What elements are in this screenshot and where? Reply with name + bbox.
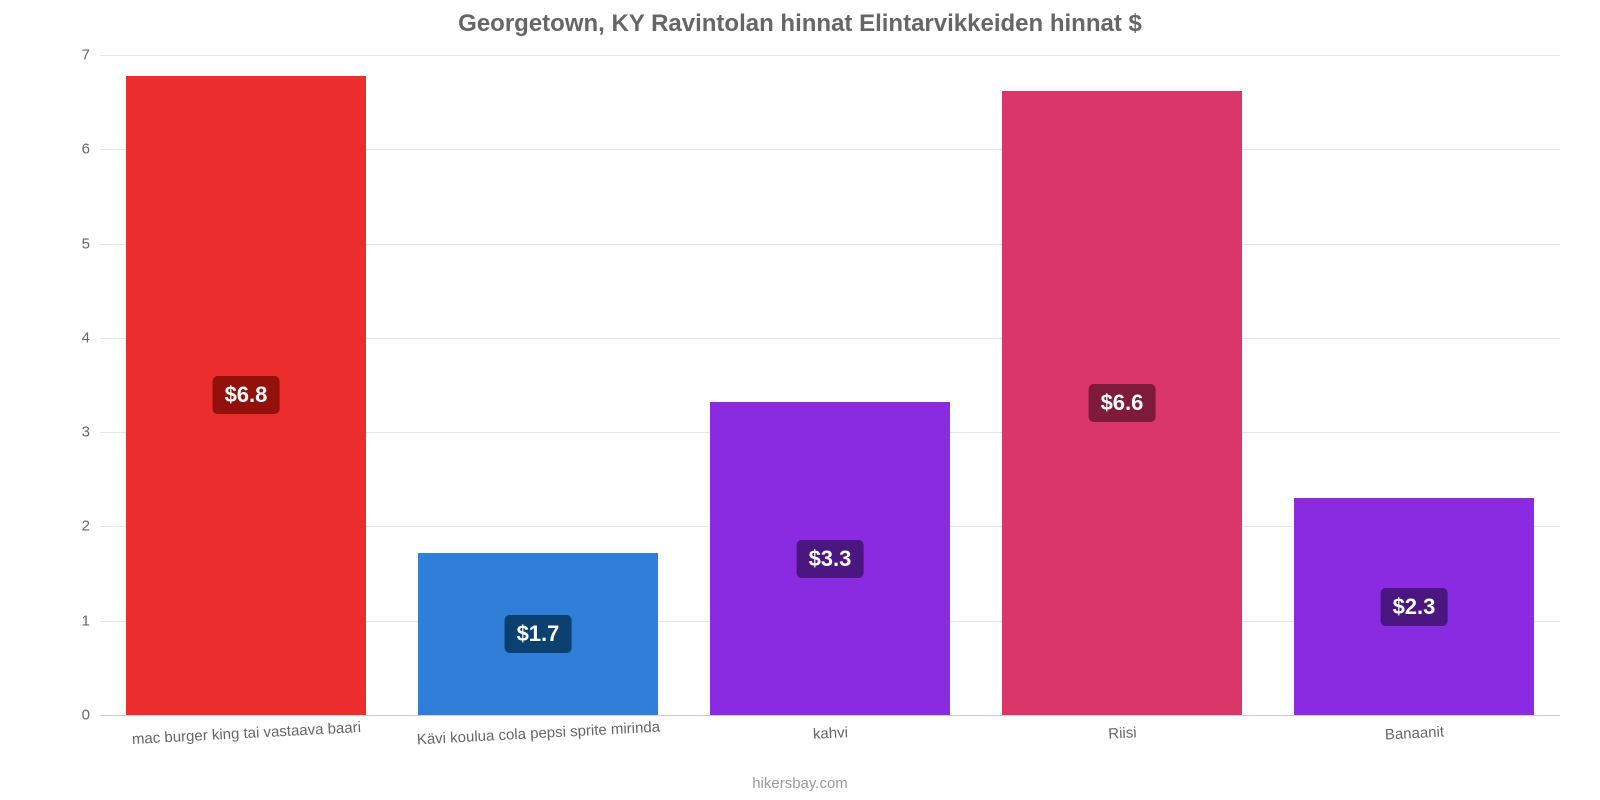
value-badge: $2.3: [1381, 588, 1448, 626]
y-tick-label: 1: [60, 612, 90, 629]
x-axis-label: Kävi koulua cola pepsi sprite mirinda: [416, 719, 660, 749]
bar: $6.8: [126, 76, 365, 715]
bar: $6.6: [1002, 91, 1241, 715]
y-tick-label: 0: [60, 707, 90, 724]
x-axis-label: Riisi: [1108, 724, 1137, 742]
y-tick-label: 3: [60, 424, 90, 441]
y-tick-label: 4: [60, 329, 90, 346]
value-badge: $1.7: [505, 615, 572, 653]
plot-area: 01234567$6.8mac burger king tai vastaava…: [100, 55, 1560, 715]
gridline: [100, 55, 1560, 56]
value-badge: $6.8: [213, 376, 280, 414]
x-axis-label: kahvi: [813, 724, 849, 743]
x-axis-baseline: [100, 715, 1560, 716]
price-bar-chart: Georgetown, KY Ravintolan hinnat Elintar…: [0, 0, 1600, 800]
bar: $1.7: [418, 553, 657, 715]
value-badge: $6.6: [1089, 384, 1156, 422]
value-badge: $3.3: [797, 540, 864, 578]
y-tick-label: 7: [60, 47, 90, 64]
chart-title: Georgetown, KY Ravintolan hinnat Elintar…: [0, 10, 1600, 38]
bar: $2.3: [1294, 498, 1533, 715]
y-tick-label: 5: [60, 235, 90, 252]
bar: $3.3: [710, 402, 949, 715]
chart-footer: hikersbay.com: [0, 775, 1600, 792]
y-tick-label: 2: [60, 518, 90, 535]
x-axis-label: mac burger king tai vastaava baari: [132, 719, 362, 748]
x-axis-label: Banaanit: [1384, 723, 1444, 743]
y-tick-label: 6: [60, 141, 90, 158]
